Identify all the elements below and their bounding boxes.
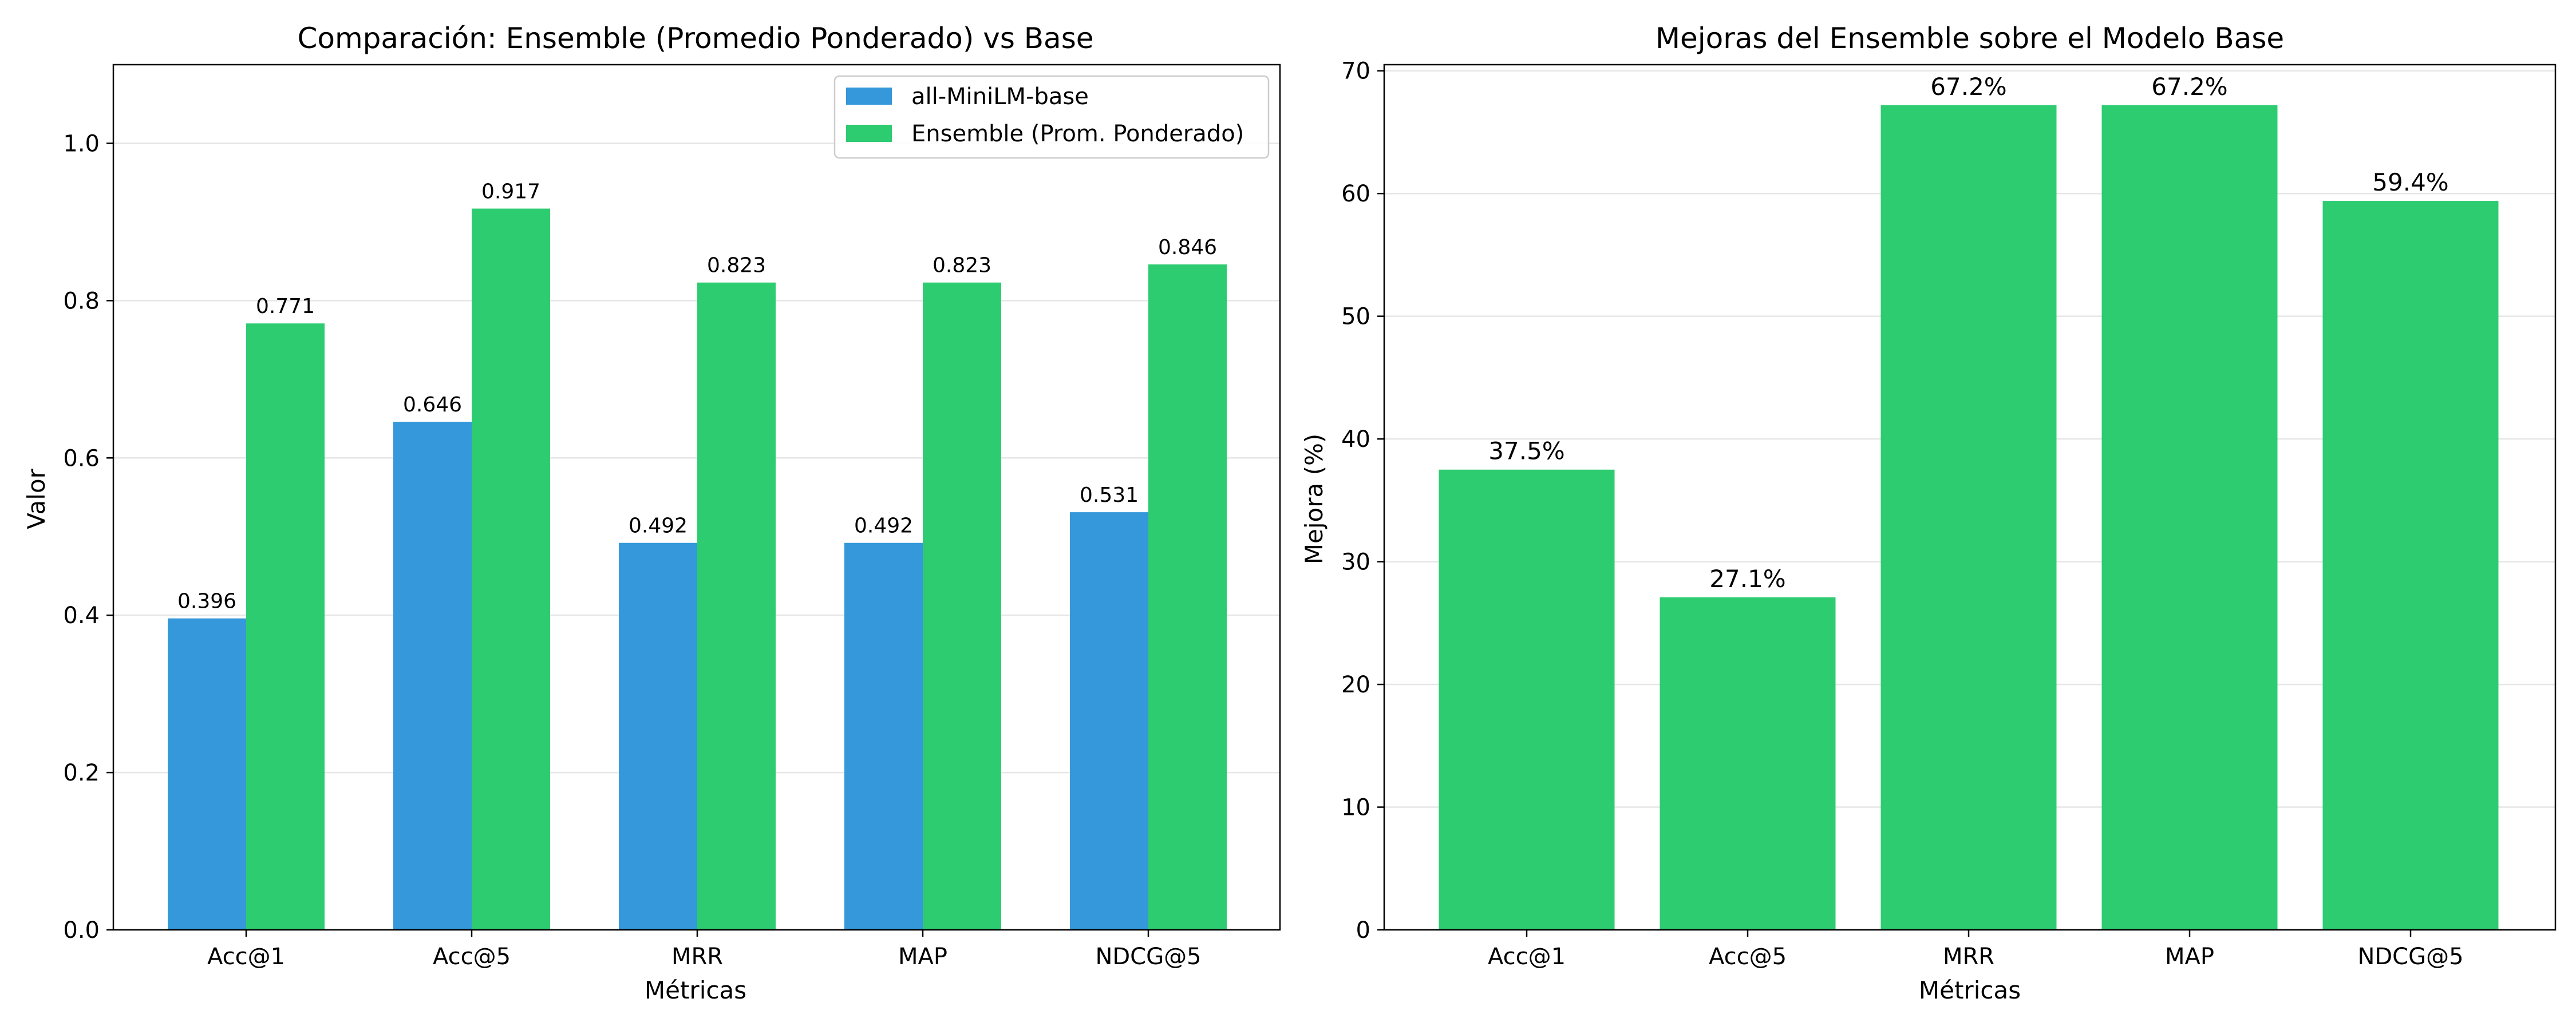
improvement-x-tick-label: Acc@1 — [1488, 944, 1566, 970]
improvement-x-tick-label: MAP — [2165, 944, 2214, 970]
comparison-legend: all-MiniLM-base Ensemble (Prom. Ponderad… — [833, 75, 1270, 159]
improvement-x-ticks: Acc@1 Acc@5 MRR MAP NDCG@5 — [1488, 930, 2464, 970]
improvement-chart: 37.5% 27.1% 67.2% 67.2% 59.4% 0 10 20 30 40 50 60 7… — [1300, 22, 2557, 1004]
legend-label-base: all-MiniLM-base — [911, 84, 1089, 110]
improvement-bar-mrr — [1880, 105, 2057, 930]
comparison-y-tick-label: 0.0 — [63, 917, 100, 944]
improvement-chart-title: Mejoras del Ensemble sobre el Modelo Bas… — [1656, 22, 2284, 55]
comparison-data-label: 0.823 — [933, 254, 991, 278]
improvement-y-tick-label: 70 — [1341, 58, 1370, 85]
improvement-plot-frame — [1383, 64, 2557, 931]
comparison-x-axis-label: Métricas — [645, 976, 746, 1004]
improvement-y-tick-label: 0 — [1356, 917, 1370, 944]
comparison-x-tick-label: MRR — [671, 944, 723, 970]
improvement-bar-ndcg5 — [2322, 201, 2499, 930]
comparison-data-label: 0.531 — [1080, 484, 1139, 507]
comparison-y-tick-label: 0.8 — [63, 288, 100, 314]
improvement-bars — [1439, 105, 2499, 930]
comparison-y-tick-label: 0.2 — [63, 760, 100, 786]
comparison-y-tick-label: 0.6 — [63, 445, 100, 472]
comparison-bar-ensemble-ndcg5 — [1148, 264, 1227, 930]
comparison-chart-title: Comparación: Ensemble (Promedio Ponderad… — [297, 22, 1093, 55]
comparison-chart: 0.396 0.646 0.492 0.492 0.531 0.771 0.917 0.823… — [22, 22, 1281, 1004]
comparison-bar-base-ndcg5 — [1070, 512, 1148, 930]
comparison-x-tick-label: Acc@1 — [207, 944, 285, 970]
comparison-data-labels: 0.396 0.646 0.492 0.492 0.531 0.771 0.917 0.823… — [177, 180, 1217, 613]
improvement-data-label: 67.2% — [1930, 73, 2006, 101]
improvement-y-tick-label: 40 — [1341, 426, 1370, 453]
improvement-bar-acc5 — [1660, 597, 1836, 930]
comparison-bar-base-map — [844, 542, 923, 930]
improvement-bar-map — [2101, 105, 2278, 930]
improvement-data-label: 59.4% — [2372, 168, 2448, 196]
comparison-x-tick-label: Acc@5 — [433, 944, 511, 970]
comparison-x-tick-label: MAP — [898, 944, 947, 970]
comparison-bar-ensemble-acc5 — [472, 208, 550, 930]
legend-swatch-ensemble — [846, 125, 892, 142]
improvement-y-tick-label: 30 — [1341, 549, 1370, 576]
legend-box — [833, 75, 1270, 159]
comparison-y-tick-label: 0.4 — [63, 603, 100, 629]
improvement-x-tick-label: Acc@5 — [1709, 944, 1787, 970]
comparison-data-label: 0.846 — [1158, 236, 1217, 259]
legend-swatch-base — [846, 88, 892, 105]
comparison-bar-base-mrr — [619, 542, 697, 930]
improvement-data-label: 27.1% — [1709, 565, 1785, 593]
comparison-data-label: 0.771 — [256, 295, 315, 318]
comparison-data-label: 0.492 — [854, 514, 913, 538]
comparison-bar-base-acc1 — [168, 618, 246, 930]
comparison-x-ticks: Acc@1 Acc@5 MRR MAP NDCG@5 — [207, 930, 1202, 970]
improvement-data-labels: 37.5% 27.1% 67.2% 67.2% 59.4% — [1488, 73, 2448, 593]
improvement-y-ticks: 0 10 20 30 40 50 60 70 — [1341, 58, 1384, 944]
comparison-bar-ensemble-mrr — [697, 282, 776, 930]
improvement-y-tick-label: 50 — [1341, 304, 1370, 330]
comparison-x-tick-label: NDCG@5 — [1095, 944, 1201, 970]
improvement-y-tick-label: 10 — [1341, 795, 1370, 821]
improvement-x-axis-label: Métricas — [1919, 976, 2021, 1004]
comparison-y-ticks: 0.0 0.2 0.4 0.6 0.8 1.0 — [63, 130, 113, 944]
comparison-y-axis-label: Valor — [22, 468, 50, 529]
comparison-bar-base-acc5 — [393, 422, 472, 930]
legend-label-ensemble: Ensemble (Prom. Ponderado) — [911, 121, 1244, 147]
improvement-y-tick-label: 60 — [1341, 181, 1370, 207]
improvement-data-label: 67.2% — [2151, 73, 2227, 101]
comparison-bar-ensemble-acc1 — [246, 323, 325, 930]
comparison-bars — [168, 208, 1227, 930]
improvement-bar-acc1 — [1439, 469, 1615, 930]
improvement-x-tick-label: MRR — [1943, 944, 1994, 970]
improvement-y-axis-label: Mejora (%) — [1300, 434, 1328, 564]
comparison-y-tick-label: 1.0 — [63, 130, 100, 157]
improvement-data-label: 37.5% — [1488, 437, 1564, 465]
comparison-data-label: 0.492 — [629, 514, 688, 538]
comparison-bar-ensemble-map — [923, 282, 1001, 930]
comparison-data-label: 0.396 — [177, 590, 236, 613]
comparison-data-label: 0.823 — [707, 254, 766, 278]
comparison-data-label: 0.646 — [403, 393, 462, 417]
improvement-y-tick-label: 20 — [1341, 672, 1370, 698]
improvement-x-tick-label: NDCG@5 — [2357, 944, 2463, 970]
comparison-data-label: 0.917 — [481, 180, 540, 204]
